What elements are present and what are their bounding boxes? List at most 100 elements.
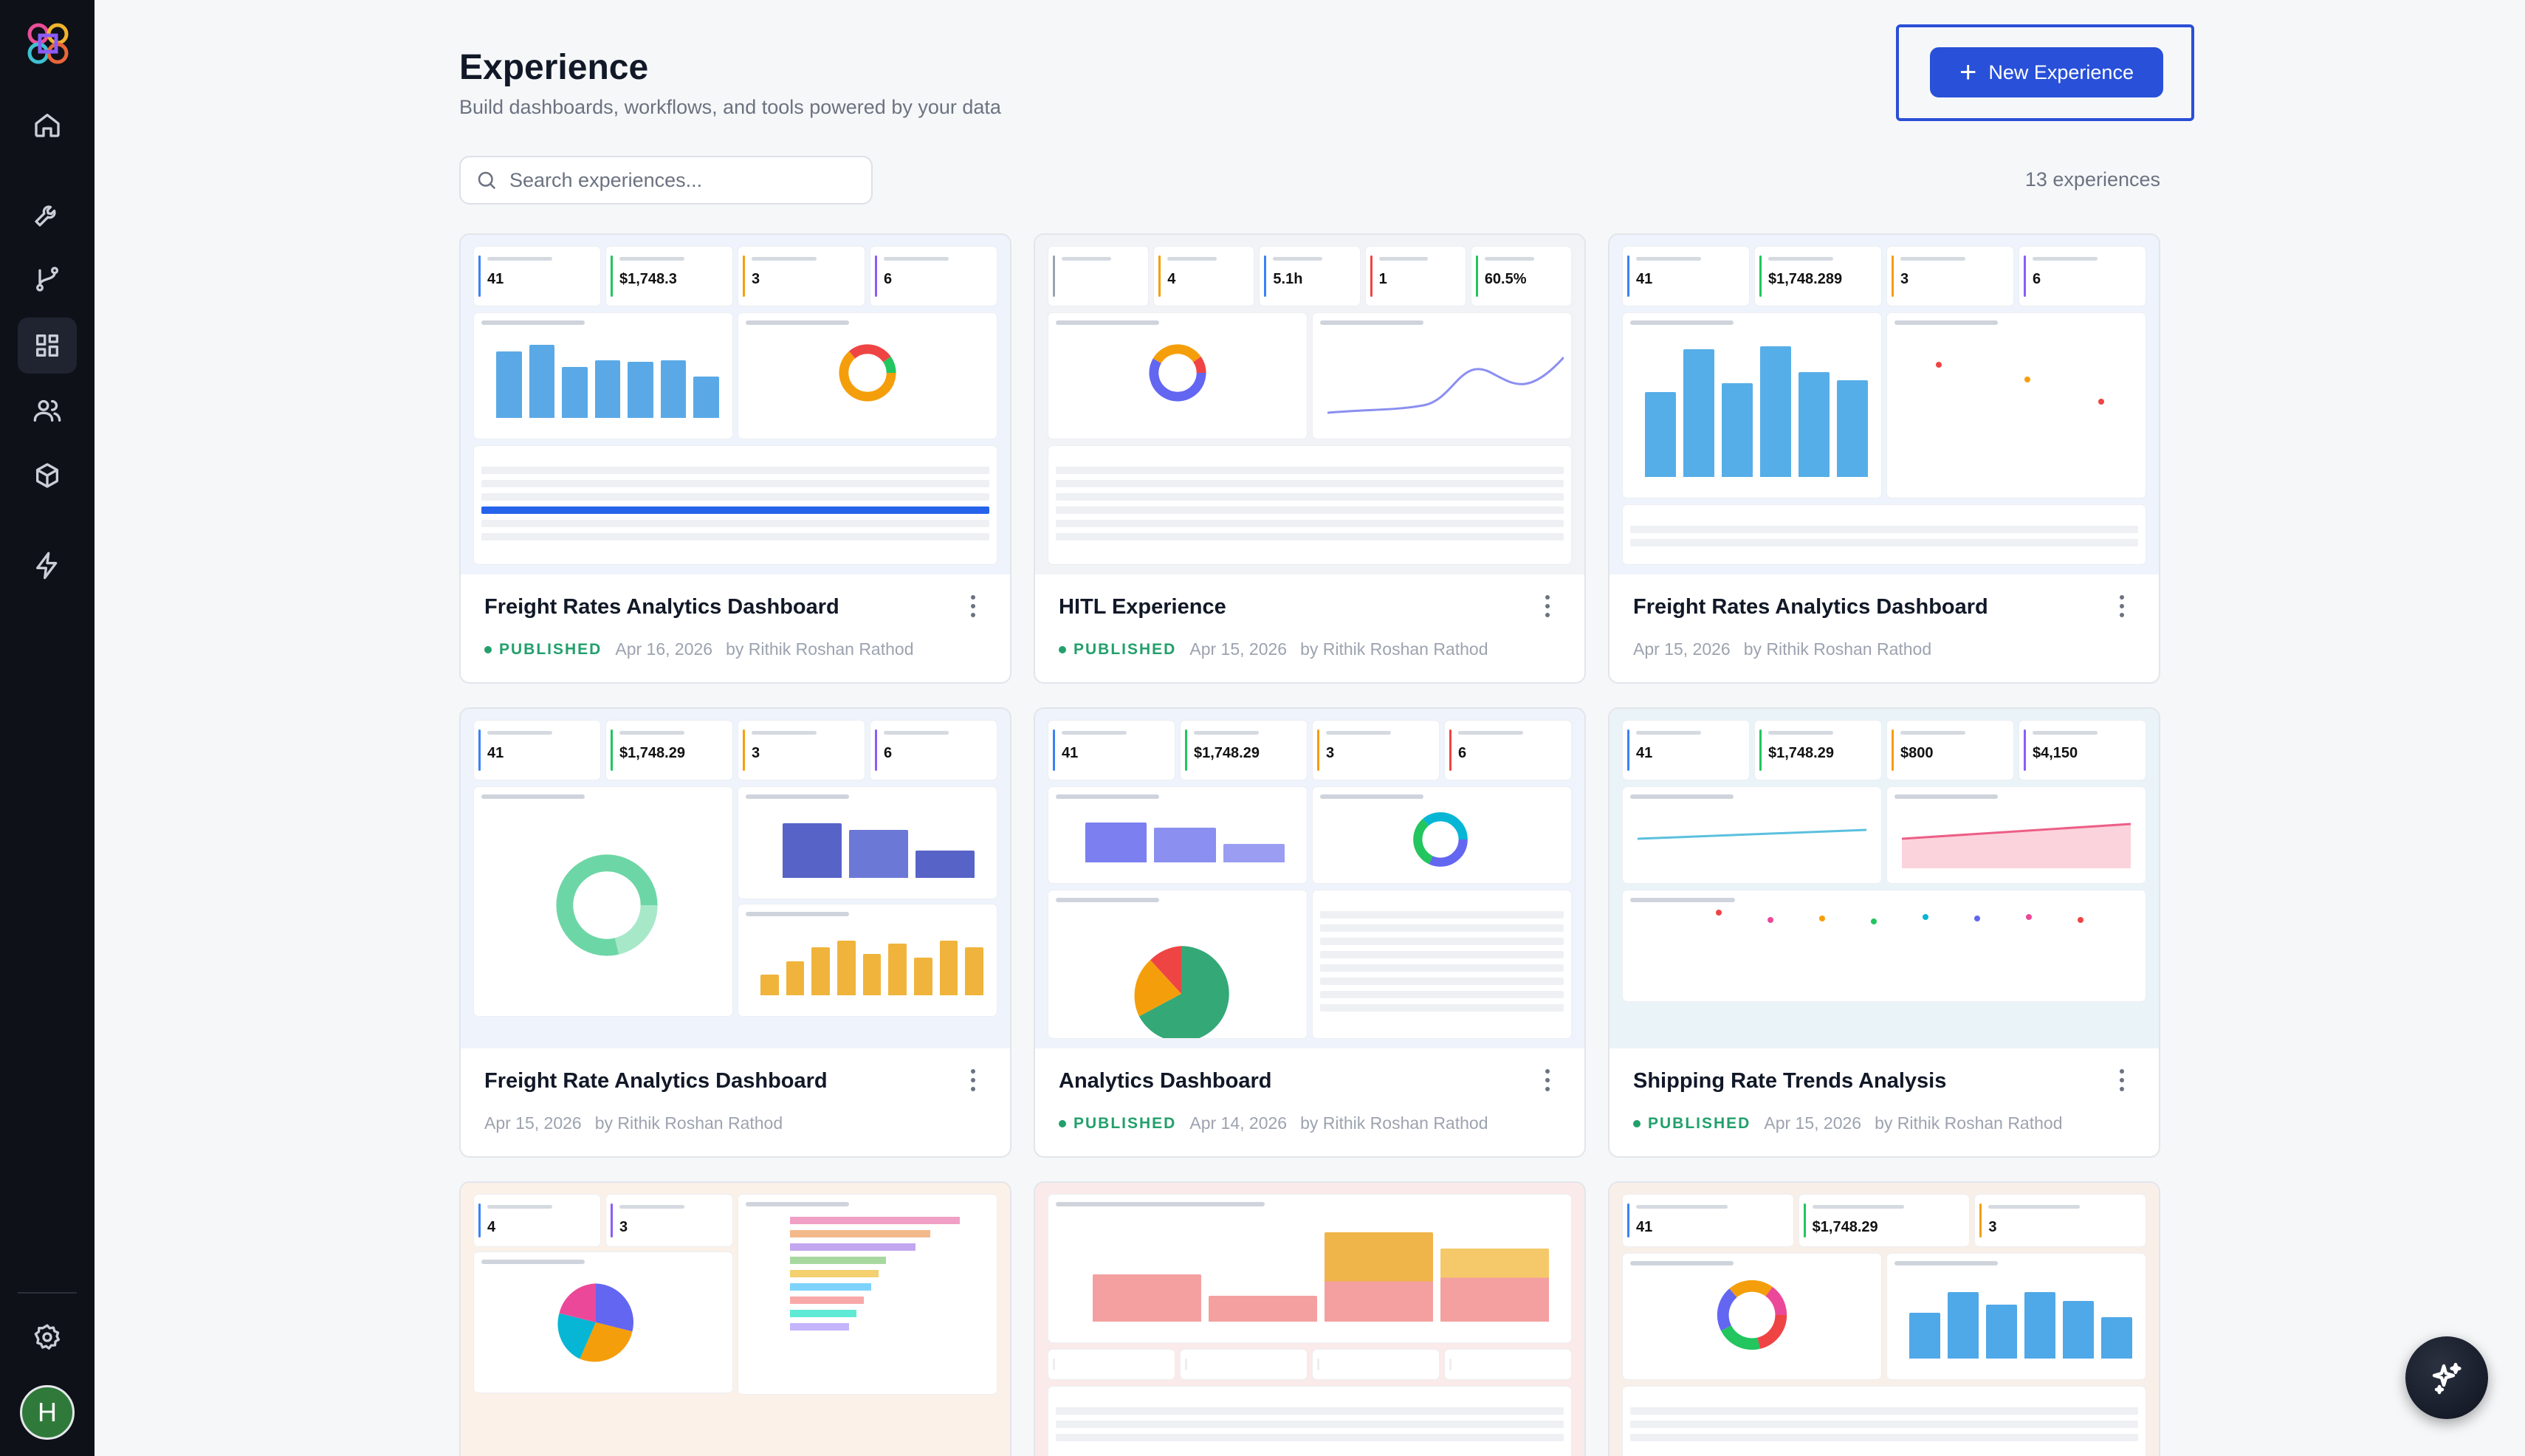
- kpi-value: 3: [1988, 1219, 1997, 1235]
- kpi-value: 3: [1900, 271, 1909, 287]
- kpi-value: $1,748.289: [1768, 271, 1843, 287]
- kpi-value: $1,748.3: [619, 271, 677, 287]
- card-author: by Rithik Roshan Rathod: [1300, 1113, 1488, 1133]
- gear-icon: [34, 1324, 61, 1350]
- kpi-value: 41: [1636, 271, 1653, 287]
- card-more-icon[interactable]: [2115, 595, 2129, 617]
- kpi-value: 3: [1326, 745, 1335, 761]
- card-title: Freight Rates Analytics Dashboard: [484, 595, 839, 619]
- card-more-icon[interactable]: [1540, 595, 1555, 617]
- new-experience-button[interactable]: + New Experience: [1930, 47, 2163, 97]
- published-badge: PUBLISHED: [484, 641, 602, 659]
- card-date: Apr 15, 2026: [484, 1113, 582, 1133]
- new-experience-focus-ring: + New Experience: [1896, 24, 2194, 121]
- experience-card[interactable]: 4 5.1h 1 60.5% HITL Experience PUBLISHED…: [1034, 233, 1586, 684]
- card-title: Analytics Dashboard: [1059, 1069, 1272, 1093]
- kpi-value: 4: [1167, 271, 1176, 287]
- cube-icon: [36, 463, 59, 488]
- kpi-value: $1,748.29: [1768, 745, 1834, 761]
- experience-card[interactable]: 41 $1,748.289 3 6 Freight Rates Analytic…: [1608, 233, 2160, 684]
- kpi-value: 41: [1636, 1219, 1653, 1235]
- nav-experience[interactable]: [18, 317, 77, 374]
- sparkle-icon: [2432, 1362, 2462, 1395]
- kpi-value: 6: [884, 271, 893, 287]
- card-author: by Rithik Roshan Rathod: [726, 639, 914, 659]
- card-title: Shipping Rate Trends Analysis: [1633, 1069, 1947, 1093]
- kpi-value: 6: [2033, 271, 2041, 287]
- app-logo-icon[interactable]: [22, 18, 74, 69]
- ai-assistant-button[interactable]: [2405, 1336, 2488, 1419]
- card-date: Apr 14, 2026: [1189, 1113, 1288, 1133]
- kpi-value: $1,748.29: [1812, 1219, 1878, 1235]
- card-meta: PUBLISHED Apr 14, 2026 by Rithik Roshan …: [1059, 1113, 1488, 1133]
- experience-count: 13 experiences: [2024, 168, 2160, 190]
- kpi-value: $1,748.29: [1194, 745, 1260, 761]
- card-meta: PUBLISHED Apr 16, 2026 by Rithik Roshan …: [484, 639, 914, 659]
- experience-card[interactable]: 41 $1,748.29 $800 $4,150 Shipping Rate T…: [1608, 707, 2160, 1158]
- card-date: Apr 16, 2026: [615, 639, 713, 659]
- plus-icon: +: [1959, 56, 1977, 89]
- kpi-value: 41: [487, 745, 504, 761]
- nav-settings[interactable]: [18, 1309, 77, 1365]
- experience-card[interactable]: 41 $1,748.29 3: [1608, 1181, 2160, 1456]
- card-author: by Rithik Roshan Rathod: [1300, 639, 1488, 659]
- grid-icon: [36, 334, 59, 357]
- card-more-icon[interactable]: [966, 1069, 980, 1091]
- kpi-value: 5.1h: [1273, 271, 1303, 287]
- page-title: Experience: [459, 48, 649, 87]
- card-more-icon[interactable]: [2115, 1069, 2129, 1091]
- sidebar: H: [0, 0, 95, 1456]
- card-meta: PUBLISHED Apr 15, 2026 by Rithik Roshan …: [1633, 1113, 2063, 1133]
- card-more-icon[interactable]: [1540, 1069, 1555, 1091]
- nav-users[interactable]: [18, 382, 77, 439]
- card-date: Apr 15, 2026: [1764, 1113, 1862, 1133]
- card-thumbnail: 4 3: [461, 1183, 1010, 1456]
- published-badge: PUBLISHED: [1633, 1115, 1751, 1133]
- users-icon: [33, 399, 61, 422]
- git-branch-icon: [36, 267, 58, 292]
- card-author: by Rithik Roshan Rathod: [594, 1113, 783, 1133]
- kpi-value: 3: [619, 1219, 628, 1235]
- card-meta: Apr 15, 2026 by Rithik Roshan Rathod: [484, 1113, 783, 1133]
- kpi-value: 41: [1062, 745, 1079, 761]
- experience-card[interactable]: 41 $1,748.3 3 6 Freight Rates Analytics …: [459, 233, 1011, 684]
- card-more-icon[interactable]: [966, 595, 980, 617]
- nav-divider: [18, 1292, 77, 1294]
- kpi-value: $800: [1900, 745, 1934, 761]
- wrench-icon: [35, 205, 56, 227]
- card-title: HITL Experience: [1059, 595, 1226, 619]
- experience-card[interactable]: [1034, 1181, 1586, 1456]
- kpi-value: 41: [1636, 745, 1653, 761]
- card-thumbnail: 41 $1,748.3 3 6: [461, 235, 1010, 574]
- kpi-value: $4,150: [2033, 745, 2078, 761]
- kpi-value: 60.5%: [1484, 271, 1527, 287]
- nav-objects[interactable]: [18, 447, 77, 504]
- published-badge: PUBLISHED: [1059, 1115, 1176, 1133]
- kpi-value: 4: [487, 1219, 496, 1235]
- experience-card[interactable]: 41 $1,748.29 3 6 Analytics Dashboard PUB…: [1034, 707, 1586, 1158]
- search-box: [459, 156, 873, 205]
- experience-card[interactable]: 4 3: [459, 1181, 1011, 1456]
- nav-automations[interactable]: [18, 538, 77, 594]
- nav-workflows[interactable]: [18, 251, 77, 307]
- nav-home[interactable]: [18, 97, 77, 153]
- card-date: Apr 15, 2026: [1633, 639, 1731, 659]
- nav-tools[interactable]: [18, 186, 77, 242]
- card-thumbnail: 41 $1,748.29 3 6: [1035, 709, 1584, 1048]
- avatar-initial: H: [38, 1397, 57, 1427]
- published-badge: PUBLISHED: [1059, 641, 1176, 659]
- experience-card[interactable]: 41 $1,748.29 3 6 Freight Rate Analytics …: [459, 707, 1011, 1158]
- search-icon: [478, 171, 496, 190]
- user-avatar[interactable]: H: [20, 1385, 75, 1440]
- kpi-value: 41: [487, 271, 504, 287]
- card-author: by Rithik Roshan Rathod: [1875, 1113, 2063, 1133]
- card-date: Apr 15, 2026: [1189, 639, 1288, 659]
- home-icon: [35, 114, 60, 137]
- card-thumbnail: 4 5.1h 1 60.5%: [1035, 235, 1584, 574]
- card-thumbnail: 41 $1,748.289 3 6: [1610, 235, 2159, 574]
- card-thumbnail: 41 $1,748.29 3: [1610, 1183, 2159, 1456]
- card-meta: Apr 15, 2026 by Rithik Roshan Rathod: [1633, 639, 1931, 659]
- lightning-icon: [36, 552, 58, 580]
- search-input[interactable]: [509, 168, 849, 192]
- kpi-value: 3: [752, 271, 760, 287]
